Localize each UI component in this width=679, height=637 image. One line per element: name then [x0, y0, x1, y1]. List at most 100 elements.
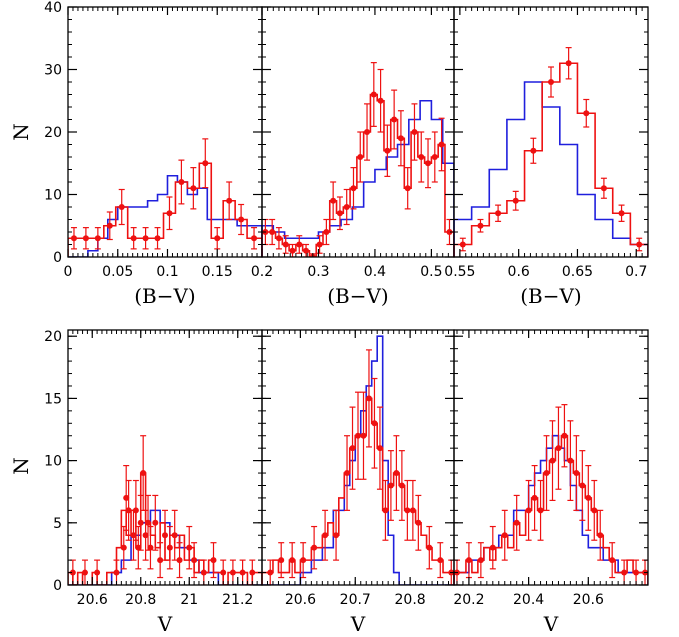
data-point: [495, 210, 502, 217]
data-point: [489, 544, 496, 551]
x-tick-label: 20.6: [77, 592, 108, 608]
data-point: [364, 129, 371, 135]
x-tick-label: 20.7: [340, 592, 371, 608]
data-point: [220, 569, 227, 576]
data-point: [303, 247, 310, 254]
data-point: [229, 569, 236, 576]
data-point: [239, 569, 246, 576]
x-tick-label: 0.65: [562, 264, 593, 280]
data-point: [404, 507, 411, 514]
x-tick-label: 0.1: [156, 264, 178, 280]
data-point: [113, 569, 120, 576]
data-point: [135, 544, 142, 551]
data-point: [145, 519, 152, 526]
red-histogram: [68, 162, 262, 257]
x-tick-label: 21.2: [222, 592, 253, 608]
data-point: [355, 432, 361, 439]
y-tick-label: 0: [53, 578, 62, 594]
data-point: [555, 445, 562, 452]
data-point: [282, 241, 289, 248]
data-point: [415, 519, 422, 526]
data-point: [336, 210, 343, 217]
data-point: [226, 197, 233, 204]
data-point: [477, 222, 484, 229]
x-tick-label: 20.4: [513, 592, 544, 608]
blue-histogram: [68, 174, 262, 257]
data-point: [365, 395, 372, 402]
data-point: [344, 470, 351, 477]
data-point: [251, 235, 258, 242]
x-tick-label: 0.55: [444, 264, 475, 280]
x-axis-label: V: [157, 612, 173, 636]
x-tick-label: 0: [64, 264, 73, 280]
data-point: [465, 557, 472, 564]
x-tick-label: 20.8: [125, 592, 156, 608]
plot-area: [68, 435, 262, 585]
blue-histogram: [262, 99, 454, 257]
data-point: [583, 110, 590, 117]
data-point: [81, 569, 88, 576]
data-point: [106, 222, 113, 229]
data-point: [249, 569, 256, 576]
plot-area: [262, 335, 454, 585]
y-tick-label: 10: [44, 454, 62, 470]
data-point: [525, 507, 532, 514]
plot-area: [68, 138, 262, 257]
data-point: [370, 91, 377, 98]
x-tick-label: 20.6: [573, 592, 604, 608]
data-point: [118, 204, 125, 210]
data-point: [214, 235, 221, 242]
data-point: [162, 532, 168, 539]
data-point: [543, 470, 550, 477]
data-point: [94, 569, 101, 576]
data-point: [300, 557, 307, 564]
data-point: [333, 532, 340, 539]
x-tick-label: 20.8: [395, 592, 426, 608]
data-point: [123, 494, 130, 501]
data-point: [459, 241, 466, 248]
panel-bottom-left: 20.6 20.8 21 21.2 0 5 10 15 20 V: [44, 329, 263, 636]
data-point: [376, 445, 383, 452]
data-point: [446, 229, 453, 235]
data-point: [120, 544, 127, 551]
data-point: [585, 494, 592, 501]
data-point: [597, 532, 604, 539]
x-axis-label: V: [350, 612, 366, 636]
data-point: [438, 141, 445, 148]
data-point: [296, 241, 303, 248]
x-tick-label: 20.6: [285, 592, 316, 608]
blue-histogram: [454, 81, 648, 257]
x-tick-label: 0.4: [364, 264, 386, 280]
plot-area: [262, 62, 454, 257]
data-point: [621, 569, 628, 576]
data-point: [398, 482, 405, 489]
x-axis-label: V: [543, 612, 559, 636]
data-point: [157, 557, 164, 564]
data-point: [311, 544, 318, 551]
x-tick-label: 0.6: [508, 264, 530, 280]
data-point: [501, 532, 508, 539]
x-tick-label: 0.7: [625, 264, 647, 280]
ylabel-top: N: [9, 123, 33, 141]
data-point: [130, 532, 137, 539]
x-axis-label: (B−V): [134, 284, 196, 308]
data-point: [140, 470, 147, 477]
data-point: [275, 235, 282, 242]
data-point: [154, 235, 161, 242]
ylabel-bottom: N: [9, 457, 33, 475]
data-point: [393, 470, 400, 477]
panel-top-middle: 0.2 0.3 0.4 0.5 (B−V): [251, 6, 455, 308]
data-point: [166, 544, 173, 551]
data-point: [142, 235, 149, 242]
data-point: [426, 544, 433, 551]
data-point: [178, 179, 185, 185]
x-axis-label: (B−V): [520, 284, 582, 308]
data-point: [210, 557, 217, 564]
data-point: [411, 129, 418, 135]
data-point: [166, 210, 173, 217]
data-point: [82, 235, 89, 242]
data-point: [350, 185, 357, 192]
data-point: [330, 197, 337, 204]
data-point: [431, 154, 438, 160]
data-point: [267, 569, 274, 576]
